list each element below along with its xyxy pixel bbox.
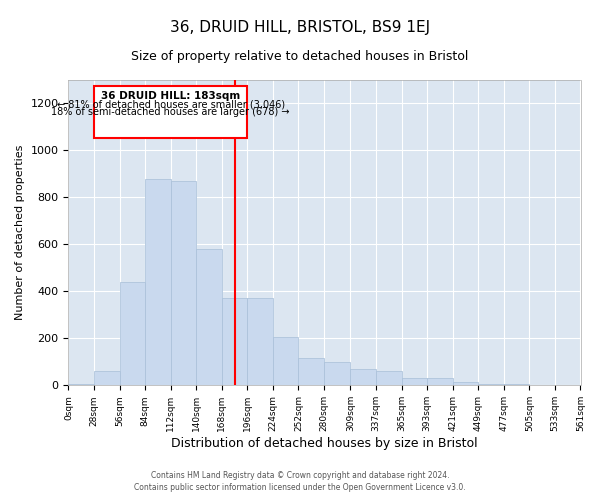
Bar — [119, 282, 145, 386]
Bar — [401, 378, 427, 386]
Text: 18% of semi-detached houses are larger (678) →: 18% of semi-detached houses are larger (… — [52, 108, 290, 118]
Text: Contains HM Land Registry data © Crown copyright and database right 2024.
Contai: Contains HM Land Registry data © Crown c… — [134, 471, 466, 492]
Text: ← 81% of detached houses are smaller (3,046): ← 81% of detached houses are smaller (3,… — [56, 100, 285, 110]
Text: 36 DRUID HILL: 183sqm: 36 DRUID HILL: 183sqm — [101, 90, 240, 101]
Bar — [350, 369, 376, 386]
Bar — [298, 358, 324, 386]
Bar — [504, 384, 529, 386]
Bar — [222, 298, 247, 386]
Bar — [427, 378, 453, 386]
Y-axis label: Number of detached properties: Number of detached properties — [15, 145, 25, 320]
Bar — [196, 249, 222, 386]
Bar — [478, 384, 504, 386]
Text: 36, DRUID HILL, BRISTOL, BS9 1EJ: 36, DRUID HILL, BRISTOL, BS9 1EJ — [170, 20, 430, 35]
Bar — [529, 384, 555, 386]
Bar — [247, 298, 273, 386]
Bar — [94, 372, 119, 386]
Bar — [453, 382, 478, 386]
Bar — [94, 86, 247, 138]
Bar — [376, 372, 401, 386]
Bar — [68, 384, 94, 386]
Bar — [170, 181, 196, 386]
Bar — [145, 178, 170, 386]
Bar — [324, 362, 350, 386]
Bar — [273, 337, 298, 386]
Text: Size of property relative to detached houses in Bristol: Size of property relative to detached ho… — [131, 50, 469, 63]
X-axis label: Distribution of detached houses by size in Bristol: Distribution of detached houses by size … — [171, 437, 478, 450]
